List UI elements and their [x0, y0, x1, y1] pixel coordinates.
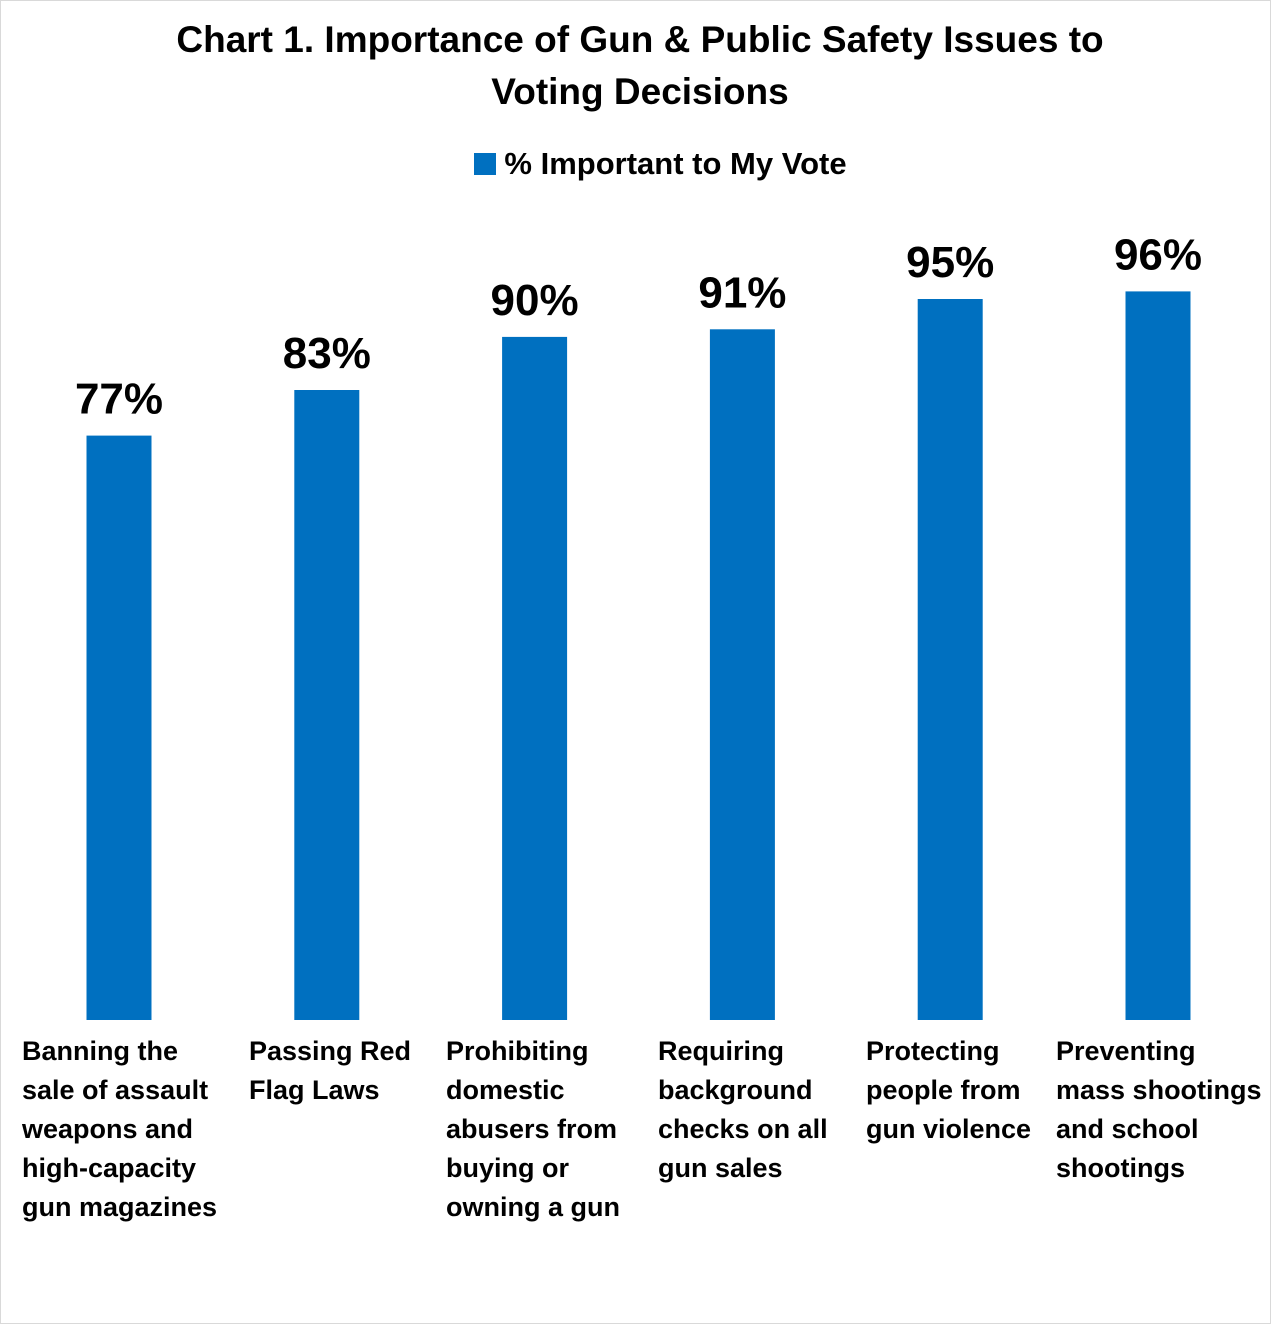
data-label-1: 77%	[75, 375, 163, 424]
category-label-2: Passing Red Flag Laws	[249, 1036, 412, 1105]
data-label-4: 91%	[698, 268, 786, 317]
data-label-6: 96%	[1114, 230, 1202, 279]
category-label-1: Banning the sale of assault weapons and …	[22, 1036, 218, 1222]
chart-title-line-2: Voting Decisions	[491, 71, 789, 112]
bar-5	[917, 299, 983, 1020]
legend-swatch	[474, 153, 497, 175]
category-label-3: Prohibiting domestic abusers from buying…	[446, 1036, 620, 1222]
category-label-5: Protecting people from gun violence	[866, 1036, 1032, 1144]
data-label-5: 95%	[906, 238, 994, 287]
bar-3	[502, 336, 568, 1020]
bar-6	[1125, 291, 1191, 1020]
bar-1	[86, 435, 152, 1021]
chart-title-line-1: Chart 1. Importance of Gun & Public Safe…	[176, 19, 1104, 60]
bar-2	[294, 390, 360, 1020]
chart-legend: % Important to My Vote	[0, 146, 1271, 182]
chart-title: Chart 1. Importance of Gun & Public Safe…	[140, 14, 1140, 118]
data-label-3: 90%	[491, 276, 579, 325]
category-label-6: Preventing mass shootings and school sho…	[1056, 1036, 1262, 1183]
bar-4	[709, 329, 775, 1020]
category-label-4: Requiring background checks on all gun s…	[658, 1036, 828, 1183]
legend-label: % Important to My Vote	[504, 146, 847, 181]
data-label-2: 83%	[283, 329, 371, 378]
